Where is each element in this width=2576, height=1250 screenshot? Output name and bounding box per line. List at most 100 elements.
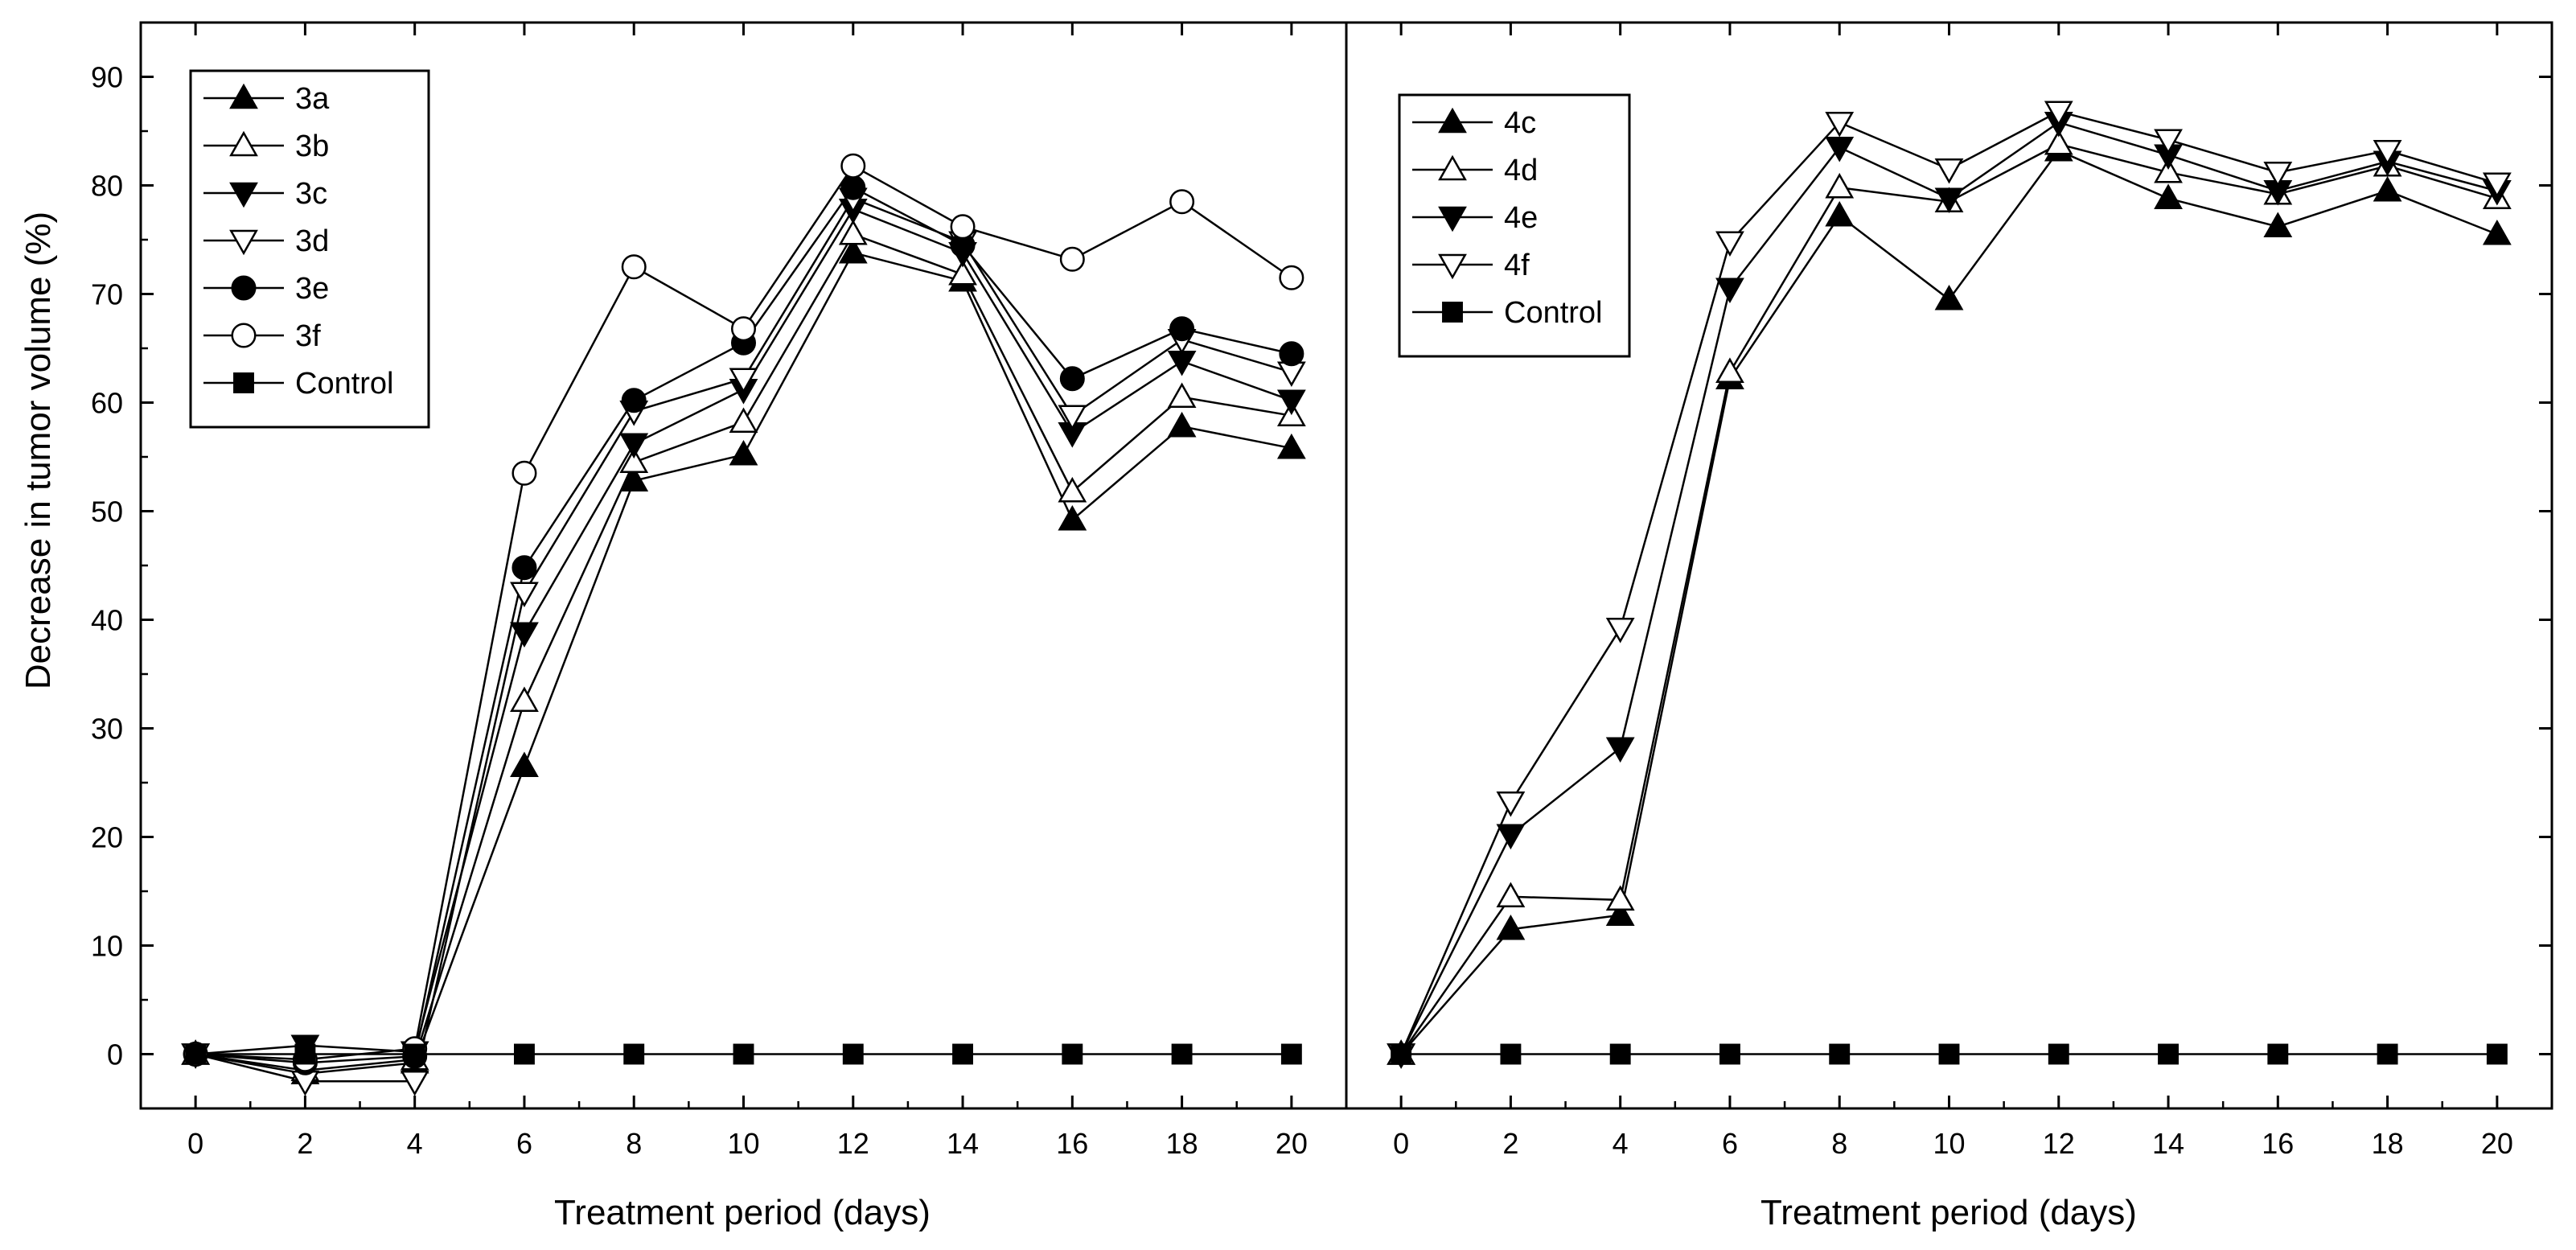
legend-marker [1438, 206, 1467, 232]
data-point-4c [2373, 175, 2402, 202]
series-Control [185, 1043, 1302, 1065]
x-tick-label: 14 [2152, 1127, 2184, 1160]
legend-entry: 4f [1412, 249, 1530, 282]
data-point-4d [1715, 357, 1744, 383]
y-axis-title: Decrease in tumor volume (%) [18, 212, 58, 689]
data-point-Control [733, 1043, 754, 1065]
data-point-4d [2154, 158, 2183, 183]
data-point-Control [952, 1043, 973, 1065]
legend-marker [231, 323, 257, 348]
legend-entry: 3f [203, 319, 321, 353]
data-point-3e [1169, 316, 1195, 342]
x-tick-label: 4 [407, 1127, 423, 1160]
x-tick-label: 4 [1613, 1127, 1629, 1160]
legend-label: 4e [1504, 201, 1538, 235]
data-point-Control [1609, 1043, 1631, 1065]
data-point-4d [1605, 885, 1635, 911]
data-point-3d [1058, 405, 1087, 430]
legend-marker [233, 372, 254, 393]
data-point-3e [1059, 366, 1085, 392]
data-point-4c [1825, 201, 1855, 227]
legend-entry: 4c [1412, 106, 1536, 140]
x-tick-label: 6 [516, 1127, 532, 1160]
legend-entry: 4d [1412, 154, 1538, 187]
legend-marker [231, 275, 257, 301]
data-point-3f [1059, 246, 1085, 272]
legend-label: 3a [295, 82, 330, 116]
data-point-4e [1496, 824, 1526, 850]
data-point-4f [1825, 111, 1855, 138]
legend-label: 4c [1504, 106, 1536, 140]
data-point-3d [400, 1071, 429, 1096]
panel-right: 0 2 4 6 8 10 12 14 16 18 20 4c 4d 4e 4f Control [1387, 23, 2513, 1160]
data-point-4f [2263, 162, 2293, 187]
x-tick-label: 6 [1722, 1127, 1738, 1160]
y-axis: 0 10 20 30 40 50 60 70 80 90 [91, 61, 2552, 1071]
data-point-4c [2482, 219, 2512, 245]
y-tick-label: 80 [91, 170, 123, 203]
data-point-3b [619, 447, 649, 473]
data-point-3a [729, 440, 758, 466]
data-point-3b [510, 686, 539, 712]
data-point-4f [1605, 618, 1635, 644]
x-tick-label: 20 [2481, 1127, 2513, 1160]
legend-label: 3b [295, 130, 329, 163]
data-point-3a [1058, 505, 1087, 531]
data-point-4c [1496, 914, 1526, 940]
data-point-3b [729, 407, 758, 434]
legend-marker [229, 182, 258, 208]
panel-left: 0 2 4 6 8 10 12 14 16 18 20 3a 3b 3c 3d 3e 3f Control [181, 23, 1308, 1160]
x-tick-label: 10 [1933, 1127, 1965, 1160]
data-point-3d [729, 368, 758, 394]
legend-entry: 3e [203, 272, 329, 306]
x-tick-label: 10 [727, 1127, 759, 1160]
legend-entry: 3c [203, 177, 327, 211]
data-point-Control [1171, 1043, 1193, 1065]
y-tick-label: 70 [91, 278, 123, 311]
legend-label: 3e [295, 272, 329, 306]
data-point-Control [1500, 1043, 1522, 1065]
x-tick-label: 2 [1502, 1127, 1518, 1160]
y-tick-label: 40 [91, 604, 123, 637]
x-tick-label: 18 [1166, 1127, 1198, 1160]
x-tick-label: 12 [2043, 1127, 2075, 1160]
legend-label: Control [1504, 296, 1603, 330]
x-axis-title-left: Treatment period (days) [554, 1193, 931, 1232]
legend-left: 3a 3b 3c 3d 3e 3f Control [189, 69, 430, 429]
legend-entry: 3d [203, 224, 329, 258]
data-point-3b [1167, 382, 1197, 408]
y-tick-label: 10 [91, 930, 123, 963]
data-point-Control [1391, 1043, 1412, 1065]
data-point-3a [838, 237, 868, 264]
data-point-4c [2263, 212, 2293, 238]
data-point-3e [840, 175, 866, 200]
x-tick-label: 0 [1393, 1127, 1409, 1160]
legend-box [189, 69, 430, 429]
data-point-Control [1829, 1043, 1851, 1065]
x-tick-label: 14 [947, 1127, 979, 1160]
legend-entry: 3b [203, 130, 329, 163]
data-point-3a [619, 466, 649, 491]
data-point-3e [1279, 341, 1304, 367]
legend-entry: 3a [203, 82, 330, 116]
data-point-3f [512, 460, 537, 486]
legend-entry: Control [1412, 296, 1603, 330]
data-point-3a [1167, 411, 1197, 438]
data-point-3b [1058, 476, 1087, 503]
legend-right: 4c 4d 4e 4f Control [1398, 93, 1631, 358]
y-tick-label: 0 [107, 1038, 123, 1071]
data-point-Control [623, 1043, 645, 1065]
data-point-4f [1496, 792, 1526, 817]
data-point-4f [2154, 129, 2183, 155]
y-tick-label: 20 [91, 821, 123, 854]
data-point-Control [2486, 1043, 2508, 1065]
legend-marker [229, 83, 258, 109]
data-point-3a [1276, 433, 1306, 459]
data-point-3d [510, 582, 539, 608]
data-point-3e [621, 388, 647, 413]
data-point-4d [1496, 882, 1526, 907]
data-point-3f [950, 214, 976, 240]
data-point-4e [1934, 187, 1964, 213]
data-point-Control [1719, 1043, 1740, 1065]
